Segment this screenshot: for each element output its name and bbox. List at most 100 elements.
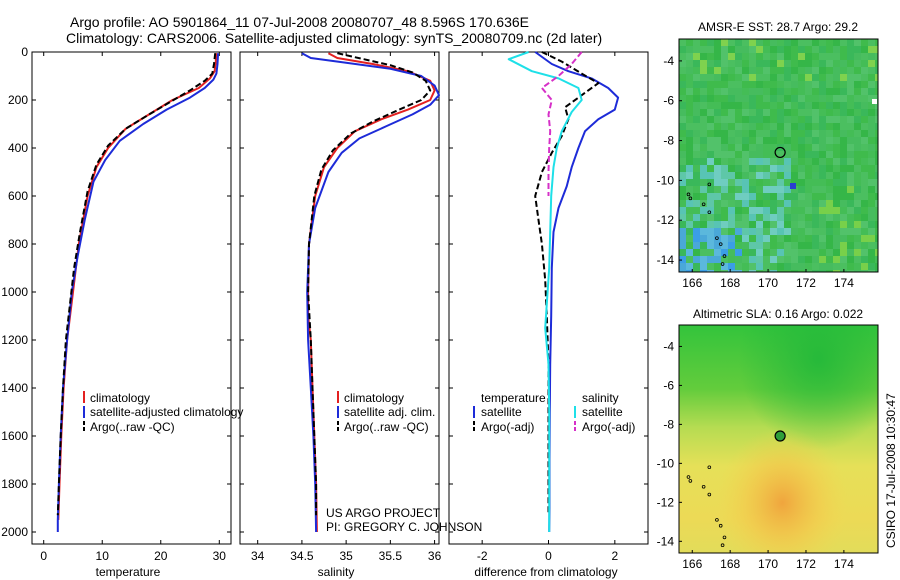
sst-cell — [868, 39, 875, 46]
sst-cell — [749, 137, 756, 144]
x-tick-label: 34 — [251, 549, 265, 563]
csiro-credit: CSIRO 17-Jul-2008 10:30:47 — [884, 393, 898, 548]
sst-cell — [805, 60, 812, 67]
sst-cell — [875, 60, 878, 67]
sst-cell — [686, 221, 693, 228]
sst-cell — [784, 137, 791, 144]
sst-cell — [707, 46, 714, 53]
sst-cell — [735, 228, 742, 235]
sst-cell — [721, 144, 728, 151]
sst-cell — [826, 81, 833, 88]
sst-cell — [714, 214, 721, 221]
sst-cell — [854, 53, 861, 60]
salinity-axes-box — [239, 51, 440, 545]
y-tick-label: 0 — [21, 45, 28, 59]
sst-cell — [847, 158, 854, 165]
sst-cell — [700, 53, 707, 60]
sst-cell — [756, 53, 763, 60]
sst-cell — [749, 39, 756, 46]
sst-cell — [868, 207, 875, 214]
sst-cell — [763, 137, 770, 144]
sst-cell — [812, 158, 819, 165]
sst-cell — [875, 172, 878, 179]
sst-cell — [784, 172, 791, 179]
sst-cell — [777, 270, 784, 272]
sst-cell — [875, 102, 878, 109]
sst-cell — [679, 221, 686, 228]
sst-cell — [791, 144, 798, 151]
sst-cell — [721, 235, 728, 242]
sst-cell — [728, 249, 735, 256]
sst-cell — [805, 186, 812, 193]
sst-cell — [833, 123, 840, 130]
sst-cell — [721, 179, 728, 186]
sst-cell — [707, 116, 714, 123]
sst-cell — [721, 263, 728, 270]
sst-cell — [854, 256, 861, 263]
sst-cell — [707, 102, 714, 109]
sst-cell — [826, 158, 833, 165]
sst-cell — [777, 228, 784, 235]
sst-cell — [784, 186, 791, 193]
sst-cell — [847, 207, 854, 214]
sst-cell — [840, 158, 847, 165]
sst-cell — [714, 151, 721, 158]
sst-cell — [763, 151, 770, 158]
sst-cell — [812, 67, 819, 74]
sst-cell — [784, 116, 791, 123]
sst-cell — [679, 200, 686, 207]
sst-cell — [679, 172, 686, 179]
sst-cell — [728, 67, 735, 74]
sst-cell — [735, 270, 742, 272]
sst-cell — [749, 228, 756, 235]
sst-cell — [742, 249, 749, 256]
sst-cell — [714, 256, 721, 263]
sst-cell — [847, 256, 854, 263]
sst-cell — [693, 242, 700, 249]
sst-cell — [707, 60, 714, 67]
sst-cell — [686, 165, 693, 172]
sst-cell — [763, 249, 770, 256]
sst-cell — [742, 151, 749, 158]
sst-cell — [679, 235, 686, 242]
sst-cell — [686, 207, 693, 214]
sst-cell — [679, 130, 686, 137]
sst-cell — [826, 214, 833, 221]
sst-cell — [826, 144, 833, 151]
sst-cell — [861, 235, 868, 242]
sst-cell — [721, 67, 728, 74]
sst-cell — [721, 249, 728, 256]
sst-cell — [791, 151, 798, 158]
sst-cell — [805, 193, 812, 200]
sst-cell — [707, 179, 714, 186]
sst-cell — [826, 102, 833, 109]
sst-cell — [875, 256, 878, 263]
sst-cell — [707, 151, 714, 158]
sst-cell — [714, 228, 721, 235]
argo-float-marker — [774, 146, 786, 159]
sst-cell — [868, 179, 875, 186]
sst-cell — [770, 200, 777, 207]
sst-cell — [707, 53, 714, 60]
sst-cell — [854, 228, 861, 235]
sst-cell — [749, 53, 756, 60]
sst-cell — [812, 270, 819, 272]
sst-cell — [707, 165, 714, 172]
sst-cell — [777, 179, 784, 186]
sst-cell — [749, 74, 756, 81]
sst-cell — [707, 88, 714, 95]
sst-cell — [805, 172, 812, 179]
sst-cell — [812, 109, 819, 116]
sst-cell — [826, 228, 833, 235]
sst-cell — [812, 88, 819, 95]
sst-cell — [679, 179, 686, 186]
legend-label-t-argo: Argo(-adj) — [481, 420, 534, 434]
sst-cell — [798, 116, 805, 123]
sst-cell — [770, 193, 777, 200]
sst-cell — [840, 263, 847, 270]
map-x-tick-label: 170 — [758, 557, 778, 571]
sst-cell — [784, 95, 791, 102]
sst-cell — [742, 256, 749, 263]
sst-cell — [749, 116, 756, 123]
sst-cell — [791, 249, 798, 256]
